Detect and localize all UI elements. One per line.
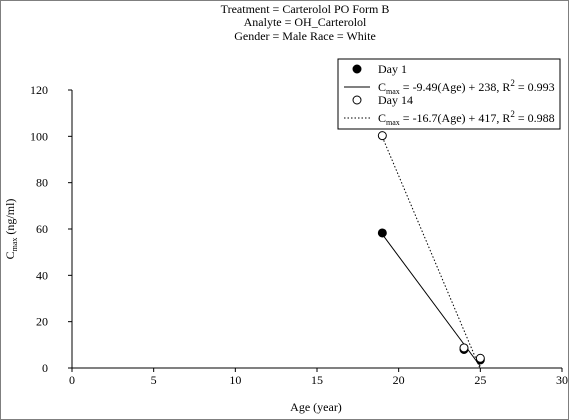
x-tick-label: 30	[556, 373, 568, 387]
x-ticks: 0 5 10 15 20 25 30	[69, 368, 568, 387]
y-axis-label-text: Cmax (ng/ml)	[3, 199, 19, 260]
x-axis-label: Age (year)	[290, 400, 342, 414]
chart-title: Treatment = Carterolol PO Form B Analyte…	[221, 2, 390, 43]
x-tick-label: 5	[151, 373, 157, 387]
eq1-mid: = -9.49(Age) + 238, R	[400, 80, 511, 94]
x-tick-label: 15	[311, 373, 323, 387]
y-tick-label: 100	[30, 129, 48, 143]
y-tick-label: 0	[42, 361, 48, 375]
data-point-series-2	[459, 343, 469, 353]
data-points	[377, 131, 485, 365]
eq2-sup: 2	[510, 109, 515, 119]
y-ticks: 0 20 40 60 80 100 120	[30, 83, 72, 375]
x-tick-label: 0	[69, 373, 75, 387]
data-point-series-1	[377, 228, 387, 238]
title-line-2: Analyte = OH_Carterolol	[244, 15, 367, 29]
eq2-pre: C	[378, 111, 386, 125]
y-tick-label: 120	[30, 83, 48, 97]
legend-marker-day-1	[352, 64, 362, 74]
x-tick-label: 10	[229, 373, 241, 387]
fit-line-series-2	[381, 136, 481, 370]
data-point-series-2	[377, 131, 387, 141]
eq2-sub: max	[386, 118, 400, 127]
x-tick-label: 25	[474, 373, 486, 387]
legend-label-day-14: Day 14	[378, 93, 413, 107]
title-line-3: Gender = Male Race = White	[234, 29, 376, 43]
y-axis-label-sub: max	[10, 238, 19, 252]
eq2-post: = 0.988	[515, 111, 555, 125]
eq1-pre: C	[378, 80, 386, 94]
y-tick-label: 80	[36, 176, 48, 190]
eq1-post: = 0.993	[515, 80, 555, 94]
data-point-series-2	[475, 353, 485, 363]
legend-equation-day-14: Cmax = -16.7(Age) + 417, R2 = 0.988	[378, 109, 555, 127]
legend-equation-day-1: Cmax = -9.49(Age) + 238, R2 = 0.993	[378, 78, 555, 96]
legend-label-day-1: Day 1	[378, 62, 407, 76]
y-axis-label: Cmax (ng/ml)	[3, 199, 19, 260]
y-axis-label-unit: (ng/ml)	[3, 199, 17, 238]
title-line-1: Treatment = Carterolol PO Form B	[221, 2, 390, 16]
legend: Day 1 Cmax = -9.49(Age) + 238, R2 = 0.99…	[337, 58, 561, 130]
x-tick-label: 20	[393, 373, 405, 387]
fit-lines	[381, 136, 481, 370]
legend-marker-day-14	[352, 95, 362, 105]
eq1-sup: 2	[510, 78, 515, 88]
y-tick-label: 60	[36, 222, 48, 236]
y-axis-label-main: C	[3, 251, 17, 259]
legend-box	[337, 58, 561, 130]
y-tick-label: 20	[36, 315, 48, 329]
eq2-mid: = -16.7(Age) + 417, R	[400, 111, 511, 125]
y-tick-label: 40	[36, 268, 48, 282]
eq1-sub: max	[386, 87, 400, 96]
